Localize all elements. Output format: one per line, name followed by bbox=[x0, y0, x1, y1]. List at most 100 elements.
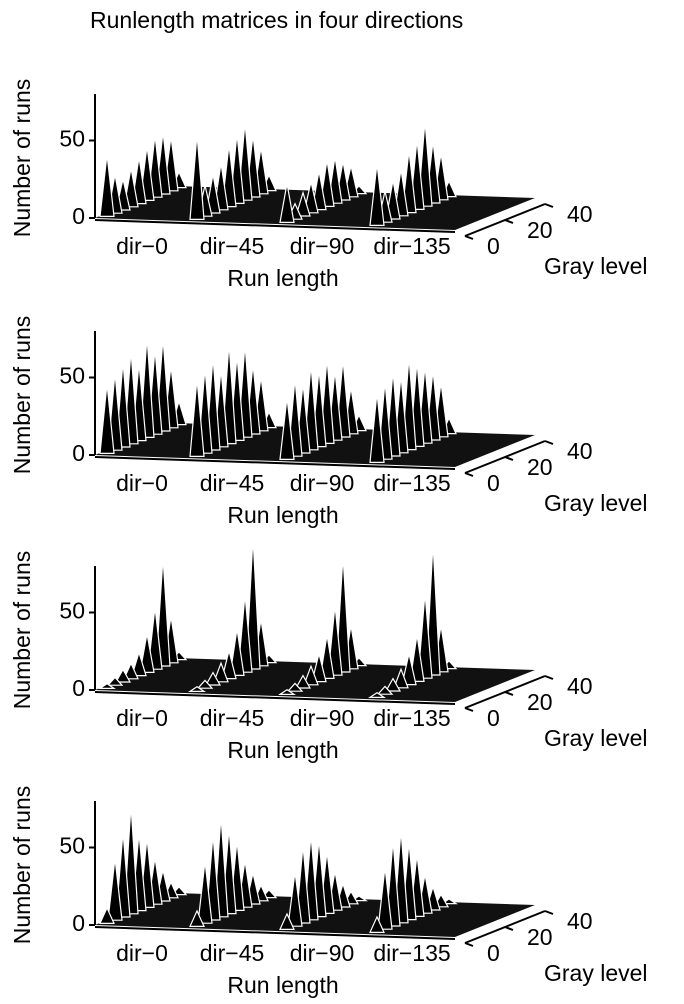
y-tick bbox=[544, 440, 554, 445]
z-axis-label: Number of runs bbox=[9, 786, 35, 945]
x-tick-label: dir−45 bbox=[200, 470, 265, 496]
spike bbox=[107, 858, 123, 921]
y-tick bbox=[504, 691, 514, 696]
x-axis bbox=[94, 691, 456, 705]
spike bbox=[237, 594, 253, 673]
x-tick-label: dir−45 bbox=[200, 705, 265, 731]
x-axis bbox=[94, 926, 456, 940]
y-tick bbox=[504, 456, 514, 461]
spike bbox=[99, 154, 115, 217]
x-tick-label: dir−90 bbox=[290, 470, 355, 496]
x-axis bbox=[94, 219, 456, 233]
y-tick-label: 40 bbox=[567, 438, 593, 464]
y-tick-label: 0 bbox=[487, 705, 500, 731]
y-tick-label: 40 bbox=[567, 201, 593, 227]
spike bbox=[294, 674, 312, 689]
x-tick-label: dir−135 bbox=[373, 470, 450, 496]
spike bbox=[229, 628, 245, 677]
z-tick-label: 0 bbox=[72, 910, 85, 936]
spike bbox=[147, 607, 163, 670]
spike bbox=[303, 181, 319, 214]
spike bbox=[123, 661, 139, 680]
y-tick bbox=[464, 472, 474, 477]
spike bbox=[279, 912, 295, 931]
x-tick-label: dir−90 bbox=[290, 940, 355, 966]
z-tick-label: 50 bbox=[59, 126, 85, 152]
y-tick bbox=[464, 707, 474, 712]
spike bbox=[99, 906, 115, 925]
z-tick-label: 50 bbox=[59, 363, 85, 389]
spike bbox=[188, 686, 206, 693]
y-tick-label: 0 bbox=[487, 233, 500, 259]
spike bbox=[384, 677, 402, 692]
spike bbox=[286, 682, 304, 692]
y-axis-label: Gray level bbox=[544, 725, 648, 751]
z-axis-label: Number of runs bbox=[9, 79, 35, 238]
y-axis-label: Gray level bbox=[544, 490, 648, 516]
spike bbox=[221, 650, 237, 680]
z-tick-label: 0 bbox=[72, 203, 85, 229]
spike bbox=[279, 183, 295, 223]
spike bbox=[131, 650, 147, 677]
y-tick-label: 20 bbox=[527, 454, 553, 480]
y-tick bbox=[544, 910, 554, 915]
y-tick-label: 0 bbox=[487, 940, 500, 966]
spike bbox=[155, 557, 171, 667]
spike bbox=[189, 378, 205, 457]
y-tick-label: 20 bbox=[527, 924, 553, 950]
figure-title: Runlength matrices in four directions bbox=[90, 7, 463, 33]
spike bbox=[369, 915, 385, 934]
spike bbox=[139, 633, 155, 674]
y-tick bbox=[544, 675, 554, 680]
y-tick bbox=[464, 942, 474, 947]
y-tick-label: 40 bbox=[567, 673, 593, 699]
spike bbox=[213, 661, 229, 683]
y-tick bbox=[464, 235, 474, 240]
x-axis-label: Run length bbox=[227, 502, 338, 528]
y-tick-label: 20 bbox=[527, 689, 553, 715]
spike bbox=[197, 861, 213, 924]
spike bbox=[114, 668, 132, 683]
z-tick-label: 50 bbox=[59, 833, 85, 859]
z-tick-label: 50 bbox=[59, 598, 85, 624]
spike bbox=[189, 134, 205, 220]
spike bbox=[99, 383, 115, 454]
spike bbox=[376, 685, 394, 695]
y-tick-label: 0 bbox=[487, 470, 500, 496]
y-tick-label: 20 bbox=[527, 217, 553, 243]
x-axis-label: Run length bbox=[227, 972, 338, 998]
spike bbox=[369, 392, 385, 463]
x-tick-label: dir−135 bbox=[373, 233, 450, 259]
spike bbox=[377, 867, 393, 930]
x-tick-label: dir−0 bbox=[116, 940, 168, 966]
x-tick-label: dir−90 bbox=[290, 233, 355, 259]
x-tick-label: dir−90 bbox=[290, 705, 355, 731]
spike bbox=[189, 909, 205, 928]
y-tick-label: 40 bbox=[567, 908, 593, 934]
spike bbox=[393, 667, 409, 689]
spike bbox=[417, 592, 433, 679]
spike bbox=[295, 190, 311, 217]
spike bbox=[98, 683, 116, 690]
spike bbox=[279, 397, 295, 460]
x-axis-label: Run length bbox=[227, 737, 338, 763]
x-tick-label: dir−0 bbox=[116, 233, 168, 259]
y-tick bbox=[504, 219, 514, 224]
spike bbox=[106, 676, 124, 686]
z-tick-label: 0 bbox=[72, 675, 85, 701]
x-tick-label: dir−0 bbox=[116, 470, 168, 496]
x-tick-label: dir−135 bbox=[373, 705, 450, 731]
spike bbox=[287, 871, 303, 927]
z-axis-label: Number of runs bbox=[9, 551, 35, 710]
x-tick-label: dir−45 bbox=[200, 940, 265, 966]
y-axis-label: Gray level bbox=[544, 253, 648, 279]
z-axis-label: Number of runs bbox=[9, 316, 35, 475]
y-axis-label: Gray level bbox=[544, 960, 648, 986]
spike bbox=[278, 689, 296, 696]
x-axis-label: Run length bbox=[227, 265, 338, 291]
spike bbox=[311, 653, 327, 683]
spike bbox=[245, 537, 261, 670]
y-tick bbox=[504, 926, 514, 931]
x-tick-label: dir−0 bbox=[116, 705, 168, 731]
